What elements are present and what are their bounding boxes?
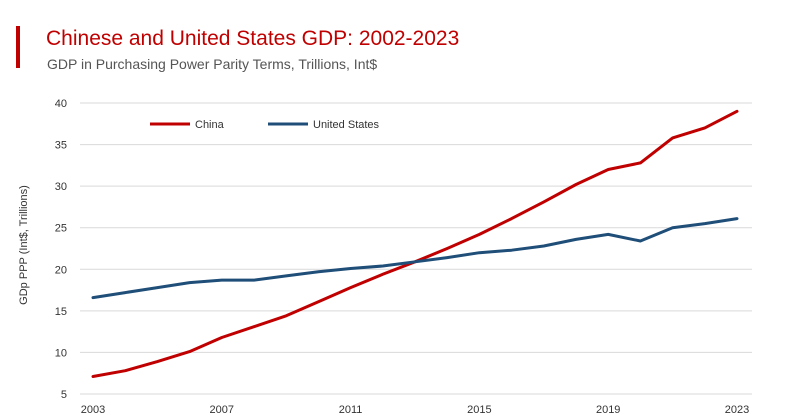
x-tick-label: 2011 — [339, 404, 363, 416]
y-axis-ticks: 5 10 15 20 25 30 35 40 — [55, 98, 67, 401]
y-tick-label: 20 — [55, 264, 67, 276]
y-axis-title: GDp PPP (Int$, Trillions) — [18, 185, 30, 305]
title-accent-bar — [16, 26, 20, 68]
y-tick-label: 35 — [55, 140, 67, 152]
legend-label: United States — [313, 119, 380, 131]
y-tick-label: 30 — [55, 181, 67, 193]
y-tick-label: 5 — [61, 389, 67, 401]
x-tick-label: 2023 — [725, 404, 749, 416]
y-tick-label: 10 — [55, 347, 67, 359]
gridlines — [80, 102, 752, 395]
series-line-china — [91, 109, 739, 378]
legend-label: China — [195, 119, 225, 131]
legend: China United States — [150, 119, 380, 131]
y-tick-label: 40 — [55, 98, 67, 110]
x-tick-label: 2015 — [467, 404, 491, 416]
series-line-united-states — [91, 217, 739, 300]
x-tick-label: 2019 — [596, 404, 620, 416]
y-tick-label: 15 — [55, 306, 67, 318]
chart-title: Chinese and United States GDP: 2002-2023 — [46, 27, 460, 50]
x-tick-label: 2003 — [81, 404, 105, 416]
x-axis-ticks: 2003 2007 2011 2015 2019 2023 — [81, 404, 749, 416]
chart-subtitle: GDP in Purchasing Power Parity Terms, Tr… — [47, 56, 378, 72]
series-lines — [91, 109, 739, 378]
y-tick-label: 25 — [55, 223, 67, 235]
x-tick-label: 2007 — [210, 404, 234, 416]
